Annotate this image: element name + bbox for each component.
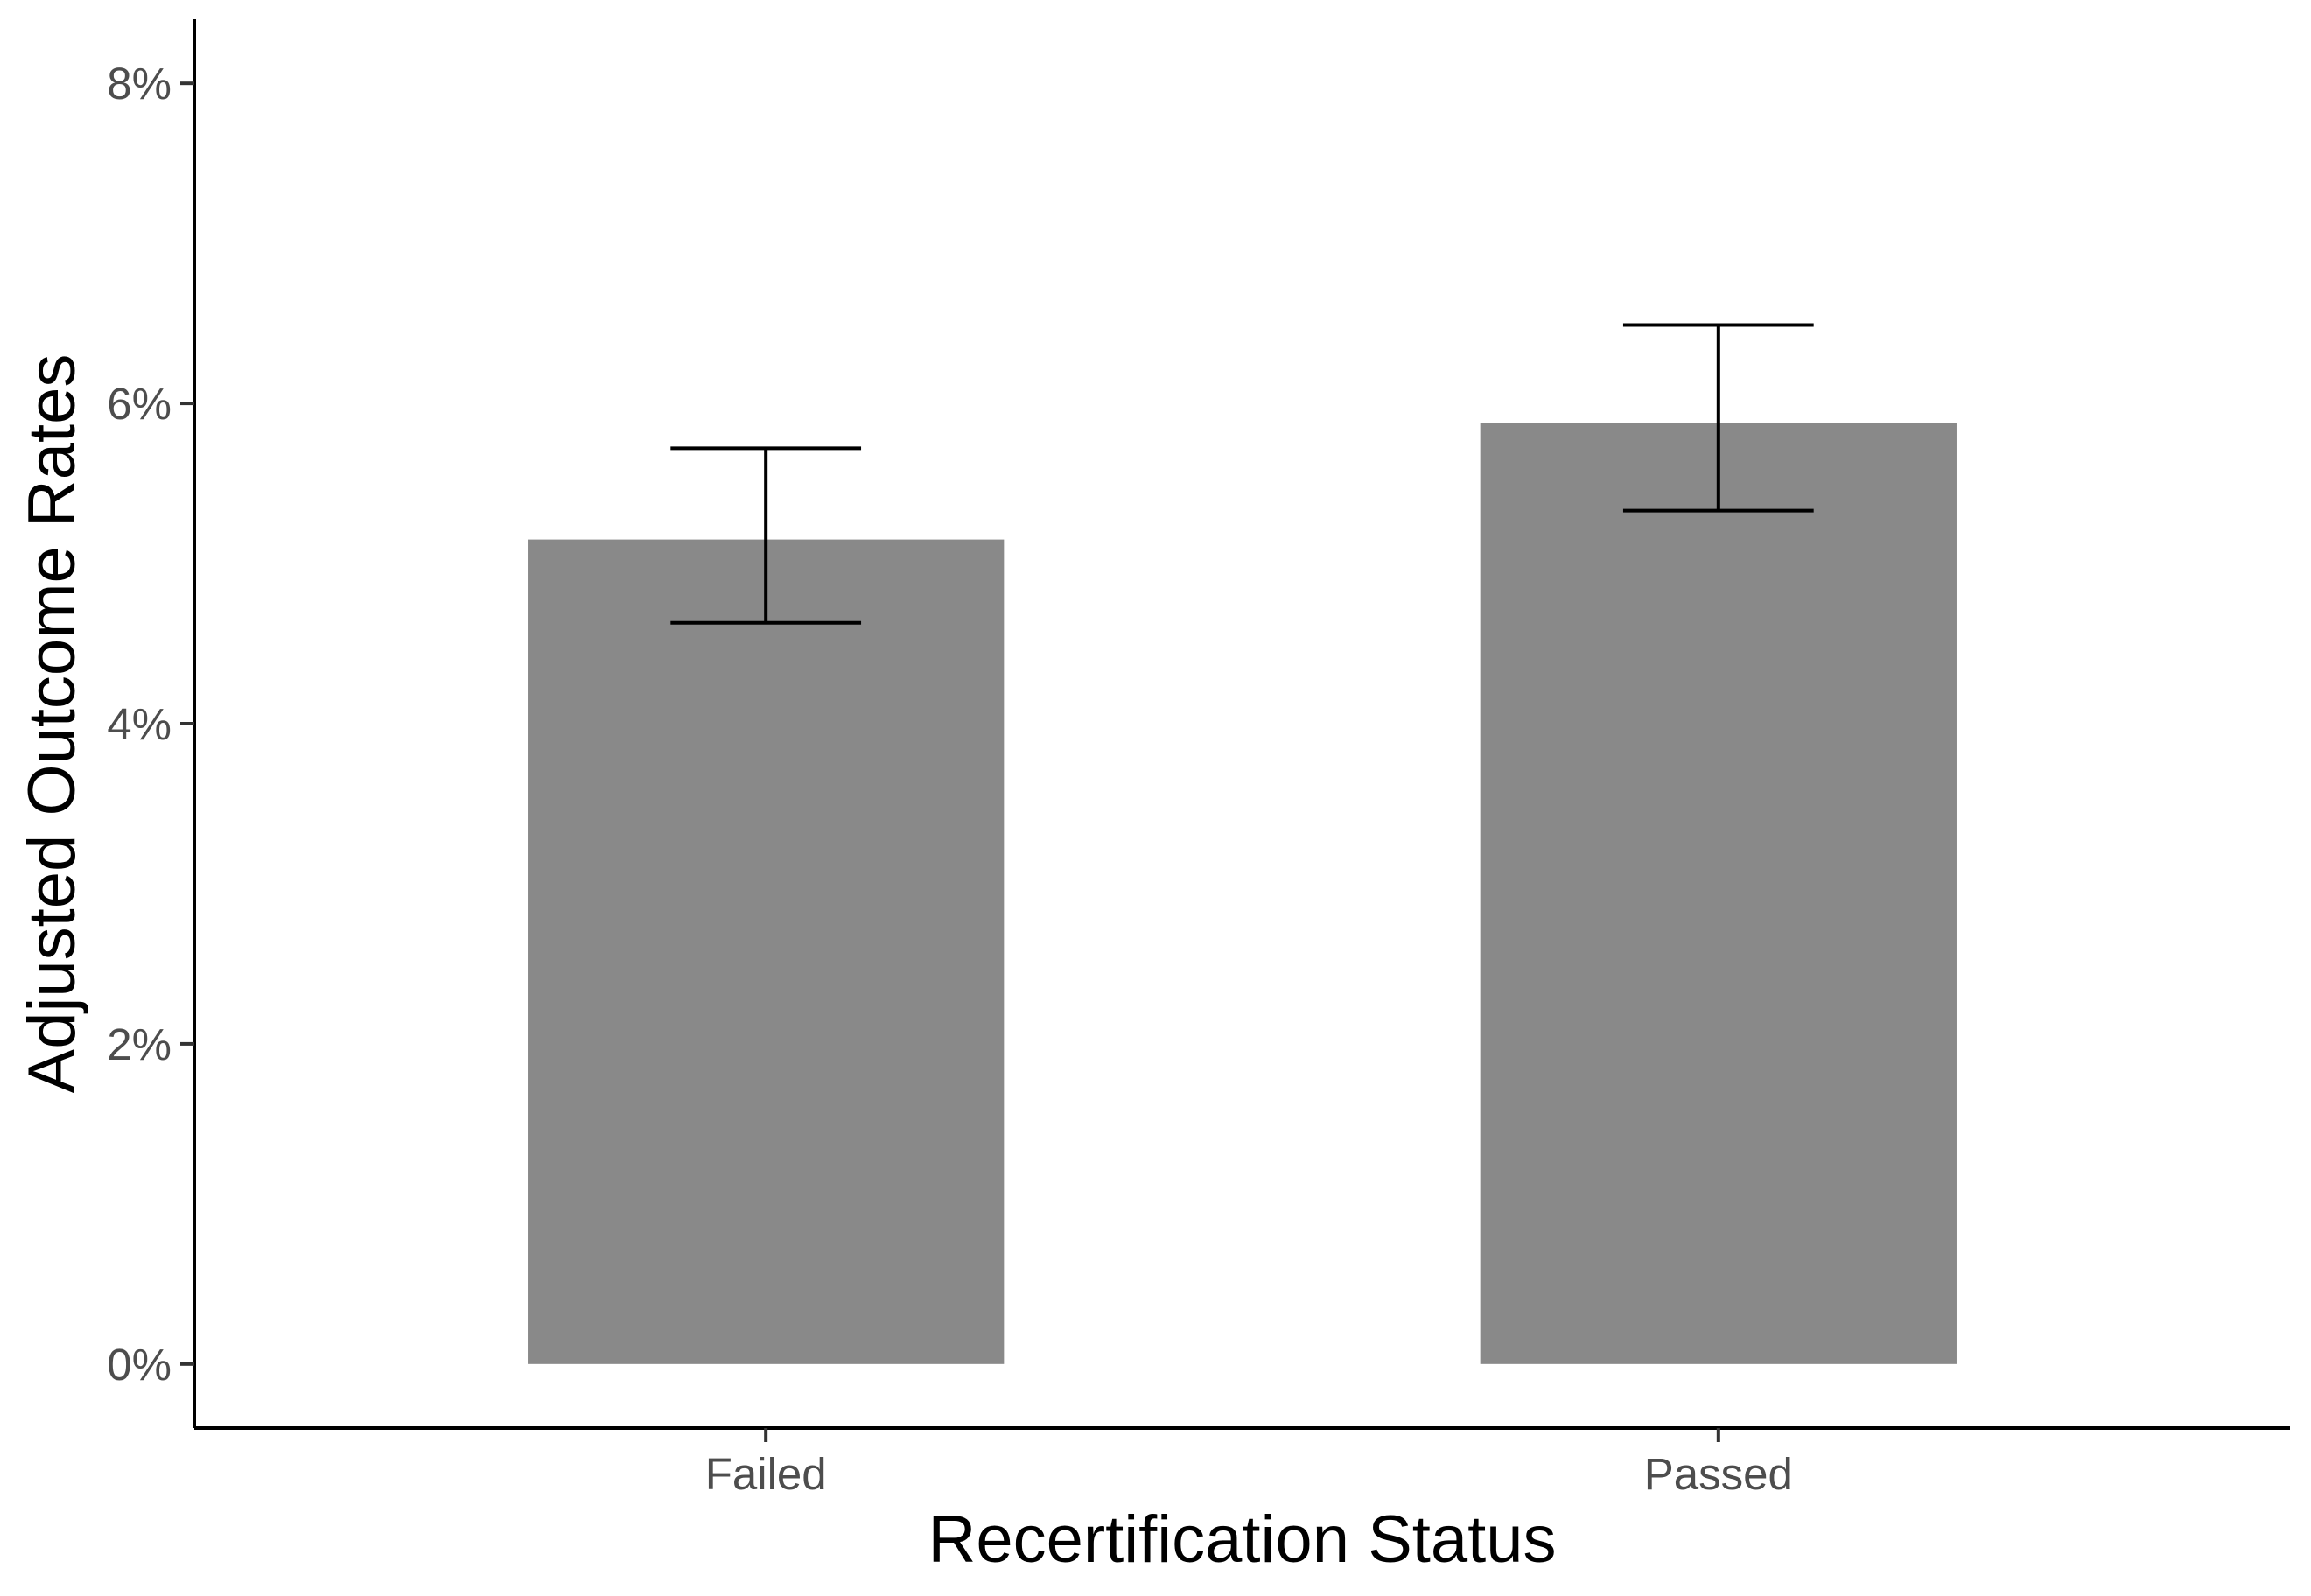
bar-failed <box>528 539 1005 1364</box>
x-ticks-group: Failed Passed <box>705 1428 1793 1499</box>
y-tick-label: 8% <box>107 59 172 108</box>
x-tick-label: Failed <box>705 1449 827 1499</box>
error-bar-failed <box>670 446 862 625</box>
y-ticks-group: 0% 2% 4% 6% 8% <box>107 59 194 1390</box>
y-tick-label: 4% <box>107 699 172 749</box>
x-axis-title: Recertification Status <box>928 1502 1556 1577</box>
error-bars-group <box>670 323 1814 625</box>
bar-passed <box>1480 423 1957 1364</box>
error-bar-passed <box>1622 323 1814 513</box>
bars-group <box>528 423 1957 1364</box>
y-tick-label: 6% <box>107 379 172 429</box>
y-tick-label: 0% <box>107 1340 172 1390</box>
x-tick-label: Passed <box>1644 1449 1793 1499</box>
y-axis-title: Adjusted Outcome Rates <box>15 354 89 1094</box>
y-tick-label: 2% <box>107 1019 172 1069</box>
axes-group <box>193 19 2290 1430</box>
